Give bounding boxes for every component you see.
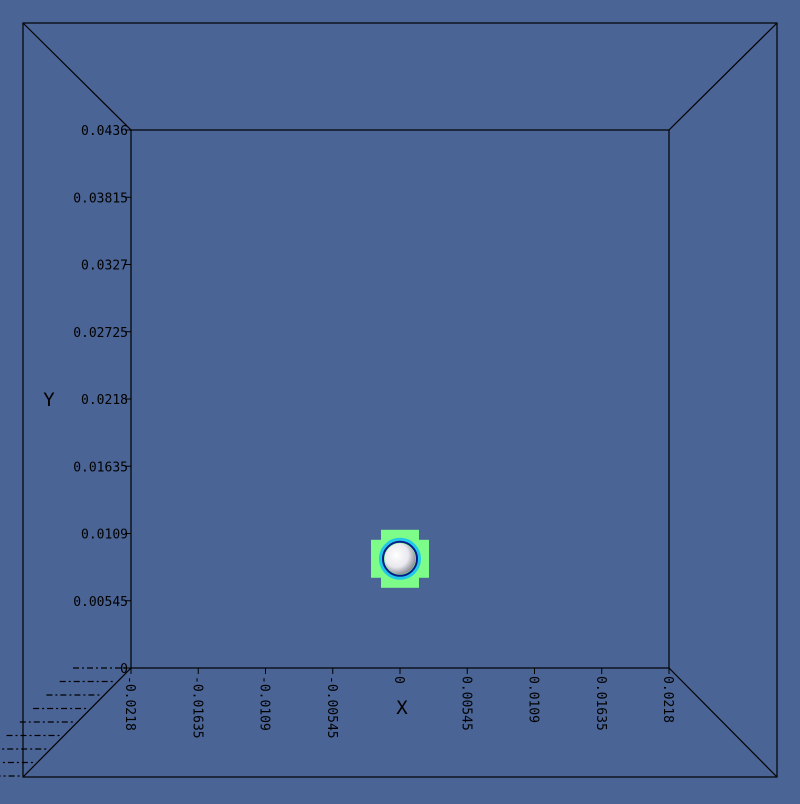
x-tick-label: -0.0109 <box>257 676 272 731</box>
y-tick-label: 0.01635 <box>73 460 128 475</box>
box-edge-bottom-right <box>668 667 778 778</box>
x-axis-ticks: -0.0218 -0.01635 -0.0109 -0.00545 0 0.00545 0.… <box>122 668 675 739</box>
box-edge-top-left <box>22 22 132 131</box>
data-points <box>371 529 429 588</box>
y-tick-label: 0.0109 <box>81 528 128 543</box>
x-tick-label: 0.00545 <box>458 676 473 731</box>
y-tick-label: 0.00545 <box>73 595 128 610</box>
bounding-box-frame <box>22 22 778 778</box>
x-tick-label: -0.01635 <box>189 676 204 739</box>
halo-ring <box>379 537 421 580</box>
y-tick-label: 0.0327 <box>81 259 128 274</box>
data-point <box>371 529 429 588</box>
y-tick-label: 0.0218 <box>81 393 128 408</box>
x-tick-label: 0.01635 <box>593 676 608 731</box>
y-tick-label: 0.02725 <box>73 326 128 341</box>
box-edge-bottom-left <box>22 667 132 778</box>
y-axis-label: Y <box>43 389 55 411</box>
outer-box-edge <box>22 22 778 778</box>
x-tick-label: 0 <box>391 676 406 684</box>
x-tick-label: 0.0109 <box>526 676 541 723</box>
y-axis-ticks: 0 0.00545 0.0109 0.01635 0.0218 0.02725 0.0327… <box>73 124 131 677</box>
x-tick-label: 0.0218 <box>660 676 675 723</box>
y-tick-label: 0 <box>120 662 128 677</box>
x-tick-label: -0.00545 <box>324 676 339 739</box>
x-axis-label: X <box>396 697 408 719</box>
x-tick-label: -0.0218 <box>122 676 137 731</box>
sphere-outline <box>382 540 418 577</box>
box-edge-top-right <box>668 22 778 131</box>
y-tick-label: 0.03815 <box>73 191 128 206</box>
depth-axis-ticks <box>0 667 129 777</box>
y-tick-label: 0.0436 <box>81 124 128 139</box>
sphere-marker <box>384 543 416 575</box>
